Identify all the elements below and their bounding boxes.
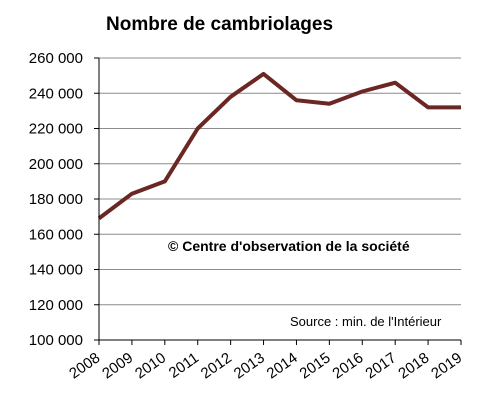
x-tick-label: 2018 [395,349,432,382]
axes [94,57,462,345]
series-line [97,71,461,220]
x-tick-label: 2017 [362,349,399,382]
x-tick-label: 2019 [428,349,465,382]
gridlines [99,57,461,306]
y-tick-label: 120 000 [29,297,83,314]
x-tick-label: 2009 [99,349,136,382]
y-tick-label: 260 000 [29,50,83,67]
x-tick-label: 2015 [297,349,334,382]
x-tick-label: 2010 [132,349,169,382]
series-group [97,71,461,220]
x-axis-ticks: 2008200920102011201220132014201520162017… [66,349,465,382]
y-tick-label: 200 000 [29,156,83,173]
y-axis-ticks: 100 000 120 000 140 000 160 000 180 000 200 0… [29,50,83,349]
x-tick-label: 2008 [66,349,103,382]
x-tick-label: 2016 [329,349,366,382]
source-annotation: Source : min. de l'Intérieur [290,314,442,329]
x-tick-label: 2011 [166,349,202,381]
y-tick-label: 240 000 [29,85,83,102]
y-tick-label: 100 000 [29,332,83,349]
x-tick-label: 2014 [264,349,301,382]
x-tick-label: 2012 [198,349,235,382]
chart-title: Nombre de cambriolages [106,14,333,35]
copyright-annotation: © Centre d'observation de la société [168,238,410,254]
x-tick-label: 2013 [231,349,268,382]
y-tick-label: 220 000 [29,121,83,138]
y-tick-label: 140 000 [29,262,83,279]
y-tick-label: 160 000 [29,226,83,243]
y-tick-label: 180 000 [29,191,83,208]
